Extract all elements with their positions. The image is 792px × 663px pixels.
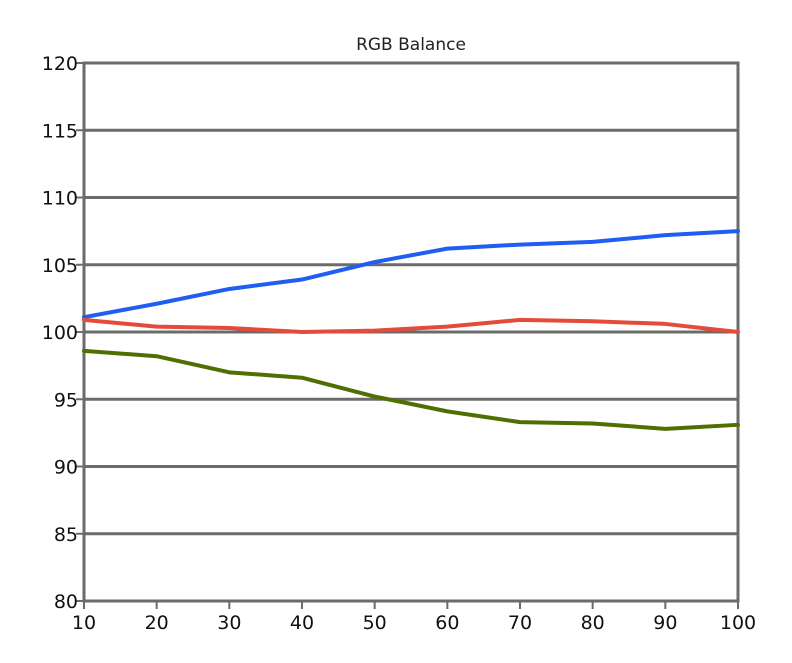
x-tick-label: 100 — [720, 612, 756, 634]
series-line-2 — [82, 317, 740, 334]
x-tick-label: 60 — [435, 612, 459, 634]
y-tick-label: 105 — [42, 255, 78, 277]
series-layer — [82, 229, 740, 431]
x-tick-label: 50 — [363, 612, 387, 634]
y-tick-label: 120 — [42, 53, 78, 75]
y-tick-label: 100 — [42, 322, 78, 344]
y-tick-label: 90 — [54, 457, 78, 479]
x-tick-label: 30 — [217, 612, 241, 634]
x-tick-label: 10 — [72, 612, 96, 634]
y-tick-label: 80 — [54, 591, 78, 613]
x-tick-label: 20 — [145, 612, 169, 634]
label-layer: 80 85 90 95 100 105 110 115 120 10 20 30 40 50 60 70 80 9… — [42, 53, 756, 634]
chart-title: RGB Balance — [356, 35, 466, 55]
y-tick-label: 110 — [42, 188, 78, 210]
y-tick-label: 85 — [54, 524, 78, 546]
y-tick-label: 95 — [54, 389, 78, 411]
series-line-1 — [82, 229, 740, 320]
x-tick-label: 70 — [508, 612, 532, 634]
x-tick-label: 40 — [290, 612, 314, 634]
x-tick-label: 80 — [581, 612, 605, 634]
series-line-3 — [82, 348, 740, 431]
x-tick-label: 90 — [653, 612, 677, 634]
y-tick-label: 115 — [42, 120, 78, 142]
grid-layer — [84, 61, 738, 601]
